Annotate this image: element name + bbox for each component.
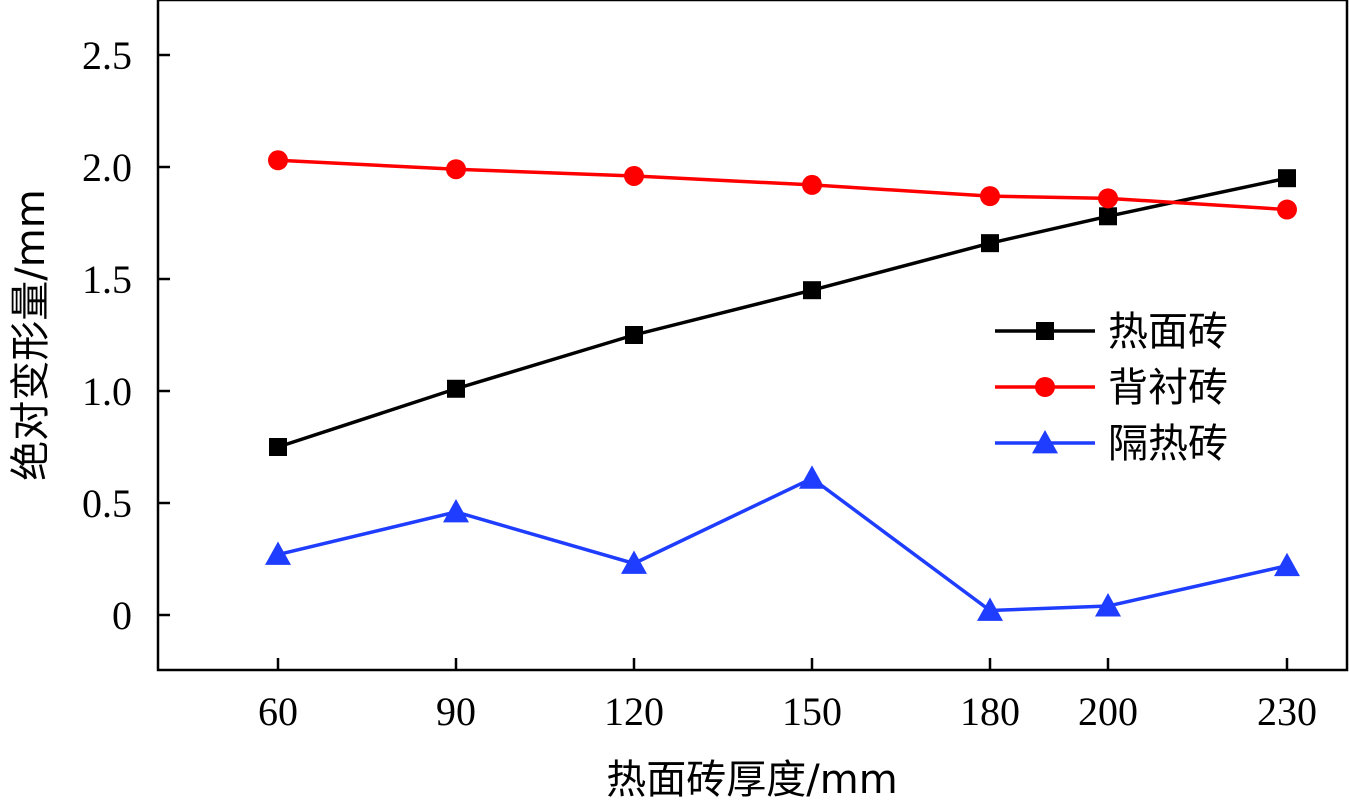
plot-frame bbox=[156, 0, 1349, 672]
data-point bbox=[621, 550, 647, 574]
data-point bbox=[799, 465, 825, 489]
x-tick-label: 230 bbox=[1257, 689, 1317, 734]
data-point bbox=[980, 186, 1000, 207]
data-point bbox=[1277, 199, 1297, 220]
legend-entry: 隔热砖 bbox=[995, 421, 1228, 467]
y-tick-label: 0 bbox=[112, 593, 132, 638]
data-point bbox=[443, 498, 469, 523]
data-point bbox=[269, 438, 287, 456]
legend-marker bbox=[1032, 430, 1058, 454]
x-tick-label: 120 bbox=[604, 689, 664, 734]
data-point bbox=[1095, 593, 1121, 617]
y-tick-label: 0.5 bbox=[82, 481, 132, 526]
legend-marker bbox=[1035, 377, 1055, 397]
legend-label: 热面砖 bbox=[1108, 309, 1228, 355]
y-tick-label: 2.0 bbox=[82, 145, 132, 190]
data-point bbox=[1278, 169, 1296, 188]
series-layer bbox=[265, 150, 1300, 621]
legend-label: 隔热砖 bbox=[1108, 421, 1228, 467]
data-point bbox=[265, 541, 291, 565]
data-point bbox=[446, 159, 466, 180]
y-tick-label: 1.0 bbox=[82, 369, 132, 414]
data-point bbox=[447, 379, 465, 398]
series-2 bbox=[268, 150, 1297, 220]
data-point bbox=[268, 150, 288, 171]
legend-marker bbox=[1036, 322, 1054, 340]
data-point bbox=[1098, 188, 1118, 209]
series-line bbox=[277, 158, 1288, 212]
x-tick-label: 200 bbox=[1078, 689, 1138, 734]
data-point bbox=[977, 597, 1003, 621]
data-point bbox=[981, 234, 999, 253]
y-axis-title: 绝对变形量/mm bbox=[8, 189, 54, 480]
y-axis: 0 0.5 1.0 1.5 2.0 2.5 bbox=[82, 33, 170, 638]
series-3 bbox=[265, 465, 1300, 621]
x-tick-label: 90 bbox=[436, 689, 476, 734]
x-axis-title: 热面砖厚度/mm bbox=[606, 757, 897, 800]
data-point bbox=[625, 326, 643, 344]
x-tick-label: 60 bbox=[258, 689, 298, 734]
x-tick-label: 150 bbox=[782, 689, 842, 734]
legend-entry: 热面砖 bbox=[995, 309, 1228, 355]
y-tick-label: 1.5 bbox=[82, 257, 132, 302]
x-tick-label: 180 bbox=[960, 689, 1020, 734]
data-point bbox=[803, 281, 821, 300]
legend-label: 背衬砖 bbox=[1108, 365, 1228, 411]
y-tick-label: 2.5 bbox=[82, 33, 132, 78]
series-line bbox=[277, 476, 1288, 613]
data-point bbox=[1274, 552, 1300, 577]
data-point bbox=[802, 174, 822, 195]
legend-entry: 背衬砖 bbox=[995, 365, 1228, 411]
data-point bbox=[1099, 207, 1117, 226]
series-1 bbox=[269, 169, 1296, 456]
data-point bbox=[624, 165, 644, 186]
x-axis: 60 90 120 150 180 200 230 bbox=[258, 658, 1317, 734]
